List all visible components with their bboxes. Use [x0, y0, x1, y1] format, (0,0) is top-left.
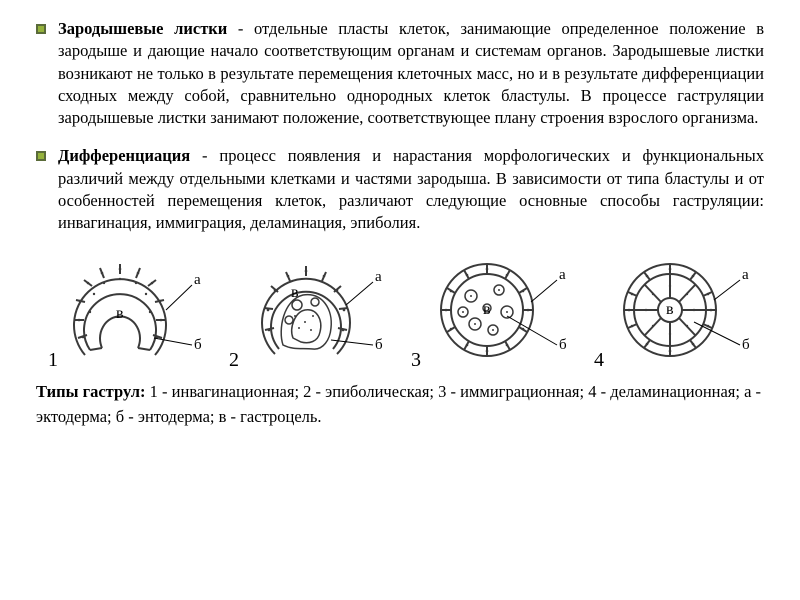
label-num: 3 [411, 349, 421, 370]
gastrula-4: а б в 4 [590, 250, 760, 370]
label-b: б [742, 337, 750, 353]
term: Зародышевые листки [58, 19, 227, 38]
label-v: в [666, 301, 674, 318]
label-b: б [375, 337, 383, 353]
caption-lead: Типы гаструл: [36, 382, 146, 401]
bullet-icon [36, 151, 46, 161]
figure-caption: Типы гаструл: 1 - инвагинационная; 2 - э… [36, 380, 764, 430]
bullet-icon [36, 24, 46, 34]
gastrula-1: а б в 1 [40, 250, 210, 370]
label-b: б [194, 337, 202, 353]
label-v: в [291, 284, 299, 301]
label-num: 1 [48, 349, 58, 370]
label-a: а [375, 269, 382, 285]
label-a: а [559, 267, 566, 283]
gastrula-3: а б в 3 [407, 250, 577, 370]
bullet-text: Зародышевые листки - отдельные пласты кл… [58, 18, 764, 129]
label-num: 2 [229, 349, 239, 370]
bullet-item: Зародышевые листки - отдельные пласты кл… [36, 18, 764, 129]
label-v: в [116, 305, 124, 322]
label-a: а [194, 272, 201, 288]
gastrula-2: а б в 2 [223, 250, 393, 370]
bullet-item: Дифференциация - процесс появления и нар… [36, 145, 764, 234]
label-num: 4 [594, 349, 604, 370]
term: Дифференциация [58, 146, 190, 165]
bullet-text: Дифференциация - процесс появления и нар… [58, 145, 764, 234]
label-a: а [742, 267, 749, 283]
label-b: б [559, 337, 567, 353]
label-v: в [483, 301, 491, 318]
figure-row: а б в 1 [36, 250, 764, 370]
caption-rest: 1 - инвагинационная; 2 - эпиболическая; … [36, 382, 761, 426]
